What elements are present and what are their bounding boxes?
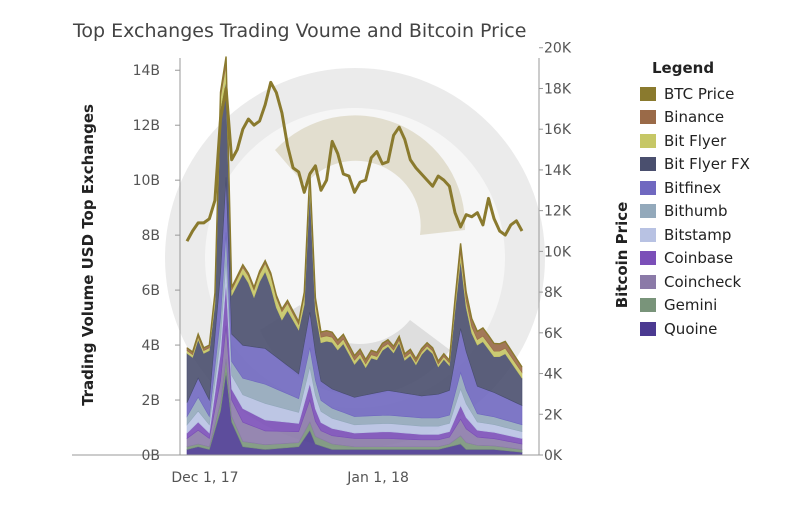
legend-item: Bit Flyer FX [640, 153, 790, 177]
y-right-tick-label: 20K [544, 41, 572, 57]
y-left-tick-label: 2B [141, 393, 160, 409]
legend-item: Gemini [640, 294, 790, 318]
legend-item: Bitfinex [640, 176, 790, 200]
y-right-tick-label: 6K [544, 326, 563, 342]
legend-item: Quoine [640, 317, 790, 341]
legend-swatch [640, 204, 656, 219]
y-left-tick-label: 4B [141, 338, 160, 354]
legend-label: Binance [664, 108, 725, 127]
y-right-tick-label: 14K [544, 163, 572, 179]
btc-price-layer [185, 80, 524, 242]
legend-swatch [640, 133, 656, 148]
legend-label: Gemini [664, 296, 718, 315]
legend-label: Coincheck [664, 272, 742, 291]
legend-swatch [640, 227, 656, 242]
legend-label: Bitstamp [664, 225, 732, 244]
y-left-tick-label: 8B [141, 228, 160, 244]
y-right-tick-label: 2K [544, 407, 563, 423]
legend-item: Binance [640, 106, 790, 130]
y-axis-label-left: Trading Volume USD Top Exchanges [79, 104, 97, 406]
legend-item: BTC Price [640, 82, 790, 106]
y-right-tick-label: 4K [544, 367, 563, 383]
legend-swatch [640, 110, 656, 125]
x-ticks: Dec 1, 17 Jan 1, 18 [171, 470, 408, 486]
btc-price-line [185, 80, 524, 242]
legend-item: Bitstamp [640, 223, 790, 247]
legend-swatch [640, 298, 656, 313]
legend-swatch [640, 157, 656, 172]
y-right-tick-label: 10K [544, 244, 572, 260]
legend-label: BTC Price [664, 84, 735, 103]
legend-items: BTC Price Binance Bit Flyer Bit Flyer FX Bit… [640, 82, 790, 341]
legend-title: Legend [652, 59, 715, 77]
legend-swatch [640, 321, 656, 336]
y-right-tick-label: 0K [544, 448, 563, 464]
legend-item: Bit Flyer [640, 129, 790, 153]
y-left-tick-label: 14B [133, 63, 160, 79]
legend-swatch [640, 274, 656, 289]
legend-swatch [640, 180, 656, 195]
y-axis-label-right: Bitcoin Price [613, 201, 631, 309]
legend-label: Quoine [664, 319, 718, 338]
y-right-tick-label: 18K [544, 81, 572, 97]
y-left-tick-label: 6B [141, 283, 160, 299]
legend-swatch [640, 86, 656, 101]
y-right-tick-label: 16K [544, 122, 572, 138]
legend-label: Bit Flyer FX [664, 155, 750, 174]
y-ticks-right: 0K 2K 4K 6K 8K 10K 12K 14K 16K 18K 20K [539, 41, 572, 464]
x-tick-label: Jan 1, 18 [346, 470, 409, 486]
legend-swatch [640, 251, 656, 266]
y-ticks-left: 0B 2B 4B 6B 8B 10B 12B 14B [133, 63, 180, 464]
legend: Legend BTC Price Binance Bit Flyer Bit Flye… [640, 58, 790, 341]
x-tick-label: Dec 1, 17 [171, 470, 238, 486]
legend-item: Bithumb [640, 200, 790, 224]
y-left-tick-label: 0B [141, 448, 160, 464]
legend-item: Coincheck [640, 270, 790, 294]
legend-label: Bitfinex [664, 178, 722, 197]
y-left-tick-label: 10B [133, 173, 160, 189]
y-right-tick-label: 12K [544, 204, 572, 220]
legend-label: Bit Flyer [664, 131, 727, 150]
chart-title: Top Exchanges Trading Voume and Bitcoin … [73, 20, 527, 42]
legend-item: Coinbase [640, 247, 790, 271]
legend-label: Bithumb [664, 202, 728, 221]
legend-label: Coinbase [664, 249, 734, 268]
total-volume-outline [186, 56, 523, 368]
y-right-tick-label: 8K [544, 285, 563, 301]
volume-areas [186, 56, 523, 456]
y-left-tick-label: 12B [133, 118, 160, 134]
